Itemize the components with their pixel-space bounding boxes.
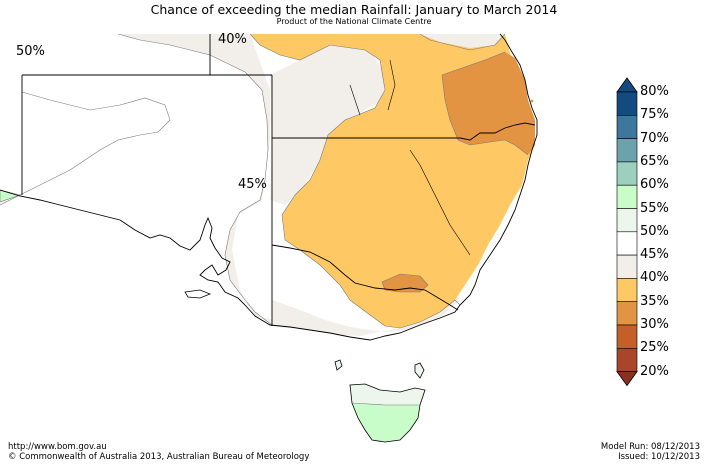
contour-40-line bbox=[249, 33, 461, 329]
inland-rivers bbox=[349, 59, 471, 256]
legend-label: 75% bbox=[640, 107, 669, 123]
flinders-island bbox=[414, 362, 425, 379]
legend-swatch bbox=[616, 254, 638, 279]
coastline bbox=[0, 33, 538, 341]
legend-label: 70% bbox=[640, 130, 669, 146]
footer-issued: Issued: 10/12/2013 bbox=[618, 452, 700, 462]
legend-label: 30% bbox=[640, 317, 669, 332]
footer-model-run: Model Run: 08/12/2013 bbox=[600, 442, 700, 452]
region-45-50-victoria bbox=[272, 300, 380, 336]
tasmania-outline bbox=[349, 383, 426, 443]
footer-copyright: © Commonwealth of Australia 2013, Austra… bbox=[8, 452, 310, 462]
legend-label: 35% bbox=[640, 293, 669, 309]
legend-swatch bbox=[616, 278, 638, 302]
legend-label: 40% bbox=[640, 270, 669, 286]
contour-label-45: 45% bbox=[238, 177, 267, 192]
legend-label: 65% bbox=[640, 153, 669, 169]
legend-label: 25% bbox=[640, 340, 669, 356]
region-30-35-south bbox=[382, 274, 428, 292]
legend-label: 55% bbox=[640, 200, 669, 216]
legend-swatch bbox=[616, 324, 638, 349]
legend-label: 80% bbox=[640, 84, 669, 99]
legend-swatch bbox=[616, 231, 638, 256]
legend-swatch bbox=[616, 301, 638, 326]
contour-45-line-sa bbox=[117, 33, 273, 326]
state-boundary-nsw-vic bbox=[271, 244, 459, 311]
legend-swatch bbox=[616, 208, 638, 233]
region-45-50-inland bbox=[270, 45, 385, 205]
legend-bottom-arrow bbox=[616, 371, 638, 387]
region-30-35-northeast bbox=[442, 52, 535, 155]
contour-40-line-north bbox=[419, 33, 506, 51]
contour-35-line-s bbox=[381, 273, 429, 293]
legend-label: 60% bbox=[640, 177, 669, 193]
tasmania-green bbox=[352, 403, 420, 442]
state-boundary-qld-nsw bbox=[272, 122, 536, 141]
contour-35-line-ne bbox=[441, 51, 529, 156]
king-island bbox=[334, 359, 343, 371]
kangaroo-island bbox=[184, 289, 212, 299]
legend-label: 45% bbox=[640, 247, 669, 263]
map-subtitle: Product of the National Climate Centre bbox=[276, 17, 432, 26]
contour-label-50: 50% bbox=[16, 44, 45, 59]
contour-tas-line bbox=[351, 402, 420, 406]
legend-label: 50% bbox=[640, 223, 669, 239]
legend-swatch bbox=[616, 161, 638, 186]
map-title: Chance of exceeding the median Rainfall:… bbox=[150, 2, 558, 17]
legend-swatch bbox=[616, 115, 638, 139]
region-55-60-west-edge bbox=[0, 189, 22, 203]
footer-url[interactable]: http://www.bom.gov.au bbox=[8, 442, 107, 452]
region-45-50-north bbox=[420, 34, 505, 50]
legend-top-arrow bbox=[616, 77, 638, 93]
legend-swatch bbox=[616, 138, 638, 163]
contour-label-40: 40% bbox=[218, 32, 247, 47]
legend-label: 20% bbox=[640, 363, 669, 379]
coastal-island-marker bbox=[530, 99, 534, 103]
tasmania-grey bbox=[350, 384, 425, 405]
legend-swatch bbox=[616, 347, 638, 372]
legend-swatch bbox=[616, 184, 638, 209]
legend-color-bar bbox=[616, 77, 638, 387]
contour-50-line bbox=[0, 91, 171, 206]
legend-swatch bbox=[616, 91, 638, 116]
